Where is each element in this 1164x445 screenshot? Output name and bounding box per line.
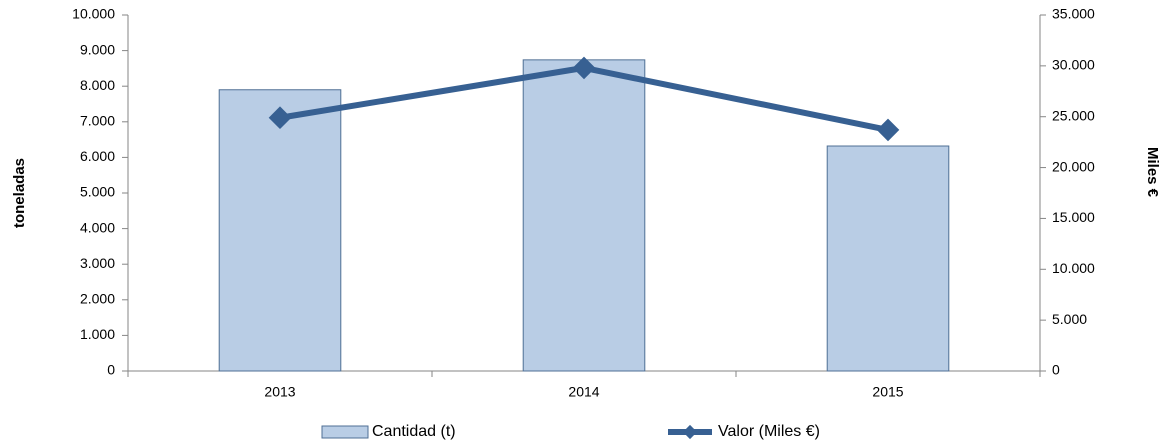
y-tick-label: 2.000 [80, 291, 115, 307]
y2-tick-label: 10.000 [1052, 260, 1095, 276]
marker [268, 106, 292, 130]
bar [826, 145, 950, 372]
y-axis-label: toneladas [11, 158, 28, 228]
bar [522, 59, 646, 372]
y2-tick-label: 15.000 [1052, 209, 1095, 225]
y2-tick-label: 35.000 [1052, 6, 1095, 22]
y-tick-label: 0 [107, 362, 115, 378]
legend-swatch [321, 425, 369, 439]
legend-label: Cantidad (t) [372, 423, 456, 440]
legend-marker [682, 424, 698, 440]
y-tick-label: 9.000 [80, 41, 115, 57]
y2-tick-label: 30.000 [1052, 57, 1095, 73]
y-tick-label: 3.000 [80, 255, 115, 271]
y-tick-label: 5.000 [80, 184, 115, 200]
y-tick-label: 8.000 [80, 77, 115, 93]
y-tick-label: 10.000 [72, 6, 115, 22]
y-tick-label: 7.000 [80, 113, 115, 129]
y2-tick-label: 25.000 [1052, 107, 1095, 123]
y2-tick-label: 0 [1052, 362, 1060, 378]
y-tick-label: 4.000 [80, 219, 115, 235]
y2-tick-label: 5.000 [1052, 311, 1087, 327]
x-tick-label: 2015 [872, 384, 903, 400]
y2-axis-label: Miles € [1144, 147, 1161, 198]
legend-label: Valor (Miles €) [718, 423, 820, 440]
x-tick-label: 2014 [568, 384, 599, 400]
marker [876, 118, 900, 142]
y-tick-label: 6.000 [80, 148, 115, 164]
bar [218, 89, 342, 372]
y-tick-label: 1.000 [80, 326, 115, 342]
y2-tick-label: 20.000 [1052, 158, 1095, 174]
x-tick-label: 2013 [264, 384, 295, 400]
